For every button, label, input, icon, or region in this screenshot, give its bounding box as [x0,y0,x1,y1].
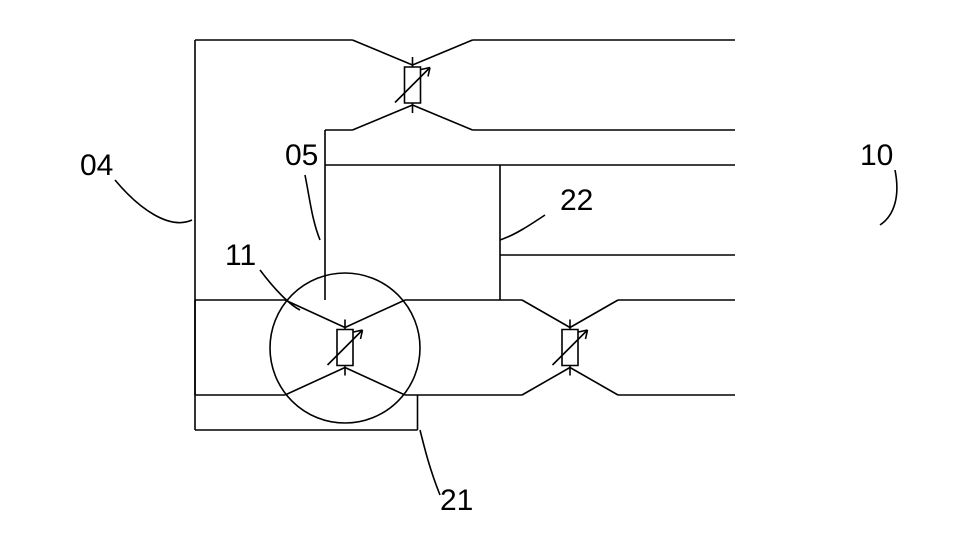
circuit-diagram: 04 05 10 11 21 22 [0,0,974,535]
bot-left-varresistor-arrow-shaft [328,330,363,365]
top-valve-taper-BL [353,105,413,130]
callout-labels: 04 05 10 11 21 22 [80,139,897,517]
bot-right-valve-taper-BL [522,368,570,396]
label-05: 05 [285,139,318,172]
bot-left-valve-taper-BR [345,368,405,396]
leader-05 [305,175,320,240]
bot-right-valve-taper-TL [522,300,570,328]
leader-10 [880,170,897,225]
label-10: 10 [860,139,893,172]
bot-right-valve-taper-TR [570,300,618,328]
label-11: 11 [225,239,256,272]
bot-right-valve-taper-BR [570,368,618,396]
bot-left-valve-taper-TR [345,300,405,328]
leader-22 [500,215,545,240]
label-21: 21 [440,484,473,517]
label-22: 22 [560,184,593,217]
top-valve-taper-TR [413,40,473,65]
label-04: 04 [80,149,113,182]
bot-left-valve-taper-TL [285,300,345,328]
schematic-lines [195,40,735,430]
leader-04 [115,180,192,223]
top-valve-taper-BR [413,105,473,130]
top-valve-taper-TL [353,40,413,65]
top-varresistor-arrow-shaft [395,68,430,103]
leader-21 [420,430,440,495]
bot-right-varresistor-arrow-shaft [553,330,588,365]
bot-left-valve-taper-BL [285,368,345,396]
